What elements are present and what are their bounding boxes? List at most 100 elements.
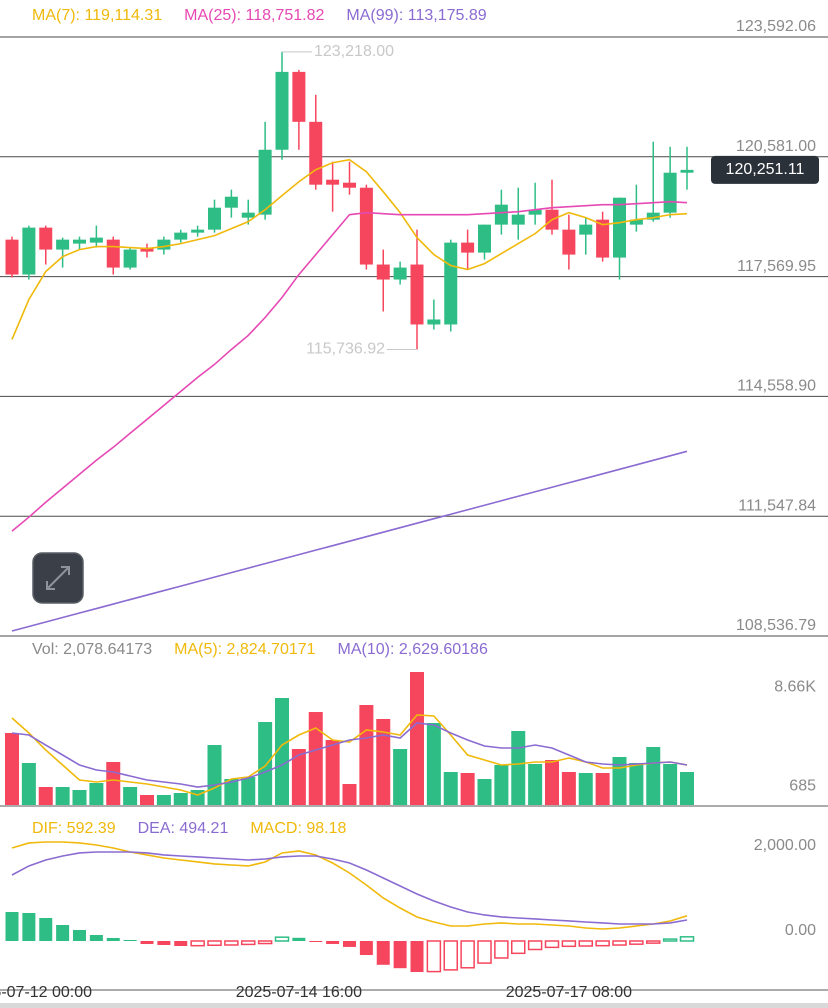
- candle-body: [613, 197, 626, 258]
- macd-line: [11, 851, 688, 925]
- candle-body: [393, 267, 407, 280]
- candle-body: [579, 224, 593, 235]
- x-tick-label: 2025-07-17 08:00: [506, 984, 632, 1001]
- macd-bar: [326, 940, 340, 944]
- volume-bar: [106, 762, 121, 805]
- candle-body: [629, 219, 643, 225]
- volume-bar: [342, 784, 357, 805]
- volume-bar: [646, 747, 661, 805]
- candle-body: [309, 121, 323, 185]
- ma-line: [11, 200, 688, 532]
- y-tick-label: 120,581.00: [736, 138, 816, 155]
- macd-bar: [207, 940, 222, 946]
- legend-entry: DIF: 592.39: [32, 820, 116, 837]
- volume-bar: [55, 787, 70, 805]
- current-price-box: [711, 155, 819, 184]
- high-label: 123,218.00: [314, 43, 394, 60]
- macd-bar: [612, 940, 627, 946]
- ma-line: [11, 158, 688, 340]
- y-tick-label: 114,558.90: [737, 378, 816, 395]
- candle-body: [140, 247, 154, 252]
- candle-body: [89, 237, 103, 243]
- macd-bar: [359, 940, 373, 956]
- volume-bar: [612, 756, 627, 805]
- volume-bar: [680, 772, 694, 805]
- volume-bar: [578, 772, 593, 805]
- macd-bar: [595, 940, 610, 947]
- macd-bar: [5, 912, 19, 941]
- volume-bar: [561, 772, 576, 805]
- volume-bar: [21, 763, 36, 805]
- macd-bar: [679, 936, 695, 942]
- volume-bar: [72, 789, 87, 805]
- macd-bar: [410, 940, 424, 973]
- candle-body: [343, 182, 356, 188]
- y-tick-label: 108,536.79: [736, 617, 816, 634]
- expand-button[interactable]: [32, 552, 84, 604]
- volume-ma-line: [11, 714, 688, 796]
- macd-bar: [376, 940, 390, 965]
- marks-layer: [5, 51, 695, 973]
- volume-bar: [410, 672, 424, 805]
- candle-body: [157, 239, 171, 250]
- macd-bar: [511, 940, 526, 955]
- volume-bar: [663, 764, 678, 805]
- low-label: 115,736.92: [306, 341, 385, 358]
- macd-bar: [561, 940, 577, 948]
- y-tick-label: 117,569.95: [737, 258, 816, 275]
- macd-bar: [544, 940, 560, 949]
- candle-body: [359, 187, 373, 265]
- macd-bar: [443, 940, 458, 971]
- volume-bar: [38, 787, 53, 805]
- macd-bar: [629, 940, 644, 945]
- legend-entry: Vol: 2,078.64173: [32, 641, 152, 658]
- candle-body: [376, 264, 390, 280]
- volume-bar: [393, 749, 408, 805]
- volume-bar: [460, 772, 475, 805]
- candle-body: [427, 319, 441, 325]
- candle-body: [410, 264, 424, 325]
- candle-body: [680, 169, 694, 173]
- y-tick-label: 123,592.06: [736, 18, 816, 35]
- legend-entry: MACD: 98.18: [250, 820, 346, 837]
- volume-bar: [207, 745, 222, 805]
- macd-bar: [39, 918, 53, 941]
- volume-bar: [241, 776, 256, 805]
- legend-entry: MA(10): 2,629.60186: [338, 641, 488, 658]
- current-price-label: 120,251.11: [726, 161, 805, 178]
- candle-body: [596, 219, 610, 258]
- volume-bar: [258, 722, 273, 805]
- macd-bar: [157, 940, 171, 945]
- macd-bar: [662, 938, 678, 942]
- volume-bar: [545, 760, 559, 805]
- candle-body: [562, 229, 576, 255]
- legend-entry: MA(7): 119,114.31: [32, 7, 162, 24]
- macd-bar: [393, 940, 407, 969]
- y-tick-label: 8.66K: [774, 678, 816, 695]
- volume-bar: [595, 772, 610, 805]
- x-tick-label: 2025-07-14 16:00: [236, 984, 362, 1001]
- volume-bar: [275, 698, 289, 805]
- candle-body: [22, 227, 36, 275]
- macd-bar: [123, 939, 137, 941]
- macd-bar: [106, 937, 120, 941]
- macd-bar: [646, 940, 661, 944]
- macd-bar: [426, 940, 442, 973]
- expand-icon[interactable]: [46, 566, 70, 590]
- macd-bar: [578, 940, 593, 947]
- candle-body: [646, 212, 660, 220]
- volume-bar: [511, 731, 526, 805]
- candle-body: [528, 209, 542, 215]
- macd-bar: [494, 940, 509, 959]
- macd-bar: [477, 940, 492, 964]
- macd-bar: [309, 940, 323, 942]
- volume-bar: [173, 792, 188, 805]
- candle-body: [444, 242, 458, 325]
- macd-bar: [343, 940, 356, 947]
- volume-bar: [443, 772, 458, 805]
- candle-body: [663, 172, 677, 213]
- candle-body: [494, 204, 508, 225]
- macd-bar: [241, 940, 256, 946]
